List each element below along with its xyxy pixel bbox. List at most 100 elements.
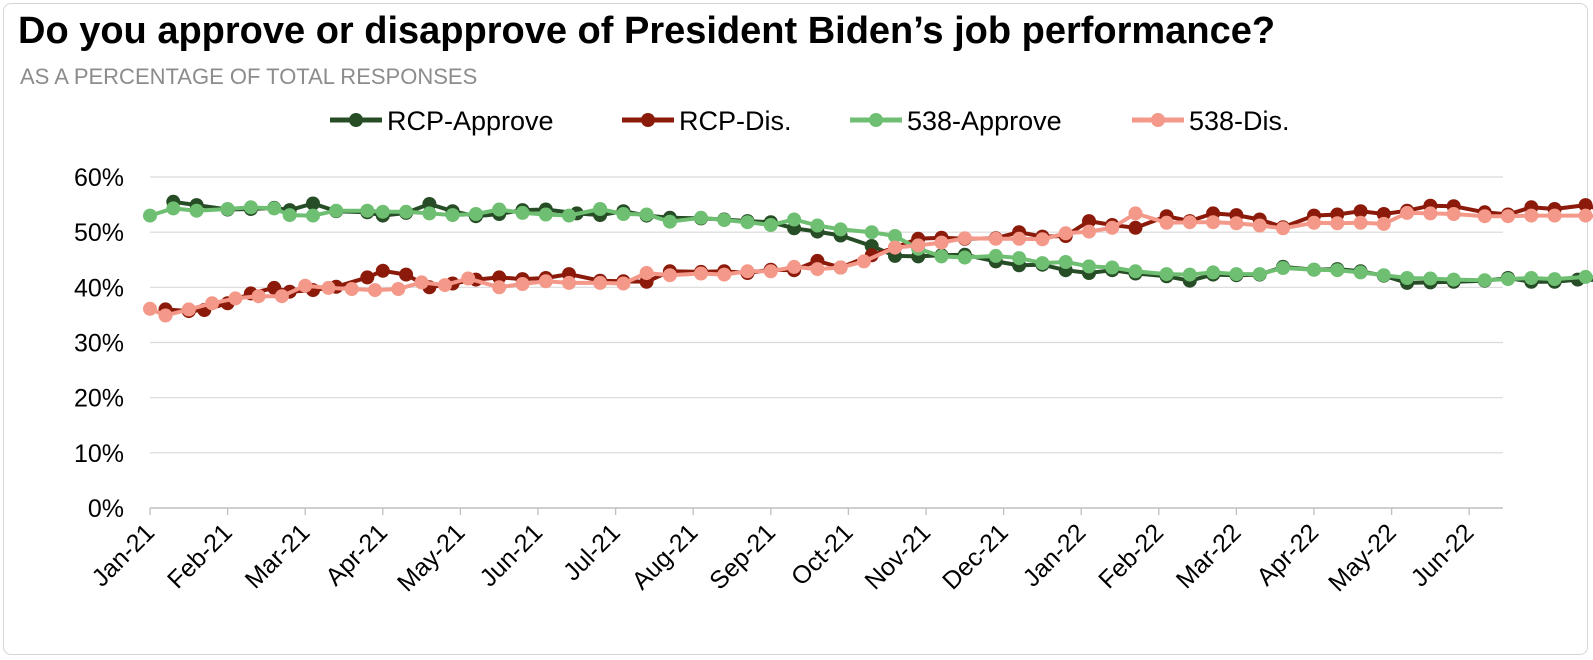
data-point [1182, 215, 1197, 230]
y-tick-label: 20% [74, 385, 124, 413]
data-point [1446, 207, 1461, 221]
x-tick-label: Apr-21 [320, 518, 393, 591]
data-point [298, 278, 313, 293]
data-point [888, 240, 902, 255]
data-point [461, 271, 476, 286]
y-tick-label: 50% [74, 219, 124, 247]
data-point [562, 275, 576, 290]
series-group [143, 194, 1593, 323]
x-tick-label: Oct-21 [786, 518, 859, 591]
data-point [1082, 259, 1096, 274]
chart-subtitle: AS A PERCENTAGE OF TOTAL RESPONSES [20, 64, 478, 89]
data-point [515, 277, 530, 291]
data-point [220, 202, 235, 216]
data-point [368, 283, 382, 298]
data-point [1012, 231, 1027, 246]
data-point [1501, 209, 1515, 224]
series-1 [158, 198, 1593, 319]
legend-item-1: RCP-Dis. [622, 106, 792, 136]
data-point [1353, 265, 1368, 280]
x-tick-label: Jun-21 [474, 518, 548, 592]
data-point [1035, 256, 1050, 271]
y-tick-label: 30% [74, 330, 124, 358]
data-point [282, 208, 297, 223]
data-point [740, 215, 755, 230]
data-point [1035, 232, 1050, 247]
chart-frame [3, 3, 1588, 655]
data-point [562, 208, 576, 223]
data-point [267, 201, 282, 216]
data-point [1376, 207, 1391, 221]
data-point [810, 218, 825, 233]
data-point [1206, 215, 1221, 230]
data-point [1105, 220, 1120, 235]
data-point [616, 276, 631, 291]
data-point [538, 207, 553, 222]
x-tick-label: Sep-21 [704, 518, 781, 595]
data-point [988, 231, 1003, 246]
data-point [243, 200, 258, 215]
data-point [1423, 206, 1438, 221]
data-point [306, 196, 320, 211]
data-point [422, 206, 437, 221]
data-point [399, 267, 414, 282]
data-point [1376, 216, 1391, 231]
data-point [375, 204, 390, 219]
data-point [1276, 221, 1290, 236]
data-point [787, 259, 802, 274]
data-point [911, 238, 926, 253]
x-tick-label: Apr-22 [1251, 518, 1324, 591]
x-tick-label: Mar-22 [1171, 518, 1247, 594]
data-point [492, 280, 507, 295]
data-point [1128, 206, 1143, 221]
legend-label: RCP-Approve [387, 106, 554, 136]
data-point [717, 213, 732, 227]
y-tick-label: 60% [74, 164, 124, 192]
data-point [228, 291, 243, 306]
x-tick-label: Feb-22 [1093, 518, 1169, 594]
legend-item-3: 538-Dis. [1132, 106, 1290, 136]
legend-swatch-marker [641, 113, 655, 127]
legend-label: 538-Dis. [1189, 106, 1290, 136]
data-point [1353, 204, 1368, 219]
data-point [662, 268, 677, 283]
data-point [1330, 263, 1345, 278]
data-point [833, 260, 848, 275]
data-point [274, 289, 289, 304]
x-tick-label: May-21 [392, 518, 471, 597]
data-point [1477, 209, 1492, 224]
y-tick-label: 0% [88, 495, 124, 523]
data-point [787, 212, 802, 227]
data-point [1128, 264, 1143, 279]
data-point [740, 264, 755, 279]
data-point [492, 270, 507, 285]
data-point [329, 203, 344, 218]
data-point [143, 208, 157, 223]
data-point [1376, 268, 1391, 283]
x-tick-label: Dec-21 [937, 518, 1014, 595]
data-point [375, 263, 390, 278]
data-point [143, 301, 157, 316]
data-point [166, 201, 181, 216]
data-point [616, 207, 631, 221]
x-tick-label: Mar-21 [240, 518, 316, 594]
data-point [251, 289, 266, 304]
data-point [1547, 208, 1562, 223]
data-point [515, 205, 530, 220]
data-point [1330, 216, 1345, 231]
data-point [1252, 267, 1267, 282]
data-point [189, 203, 204, 218]
data-point [833, 222, 848, 237]
y-tick-label: 40% [74, 274, 124, 302]
data-point [717, 267, 732, 282]
data-point [1501, 272, 1515, 287]
data-point [468, 207, 483, 221]
data-point [306, 208, 320, 223]
data-point [763, 218, 778, 232]
legend-label: RCP-Dis. [679, 106, 792, 136]
data-point [1159, 267, 1174, 282]
x-tick-label: Feb-21 [162, 518, 238, 594]
data-point [1307, 215, 1321, 230]
